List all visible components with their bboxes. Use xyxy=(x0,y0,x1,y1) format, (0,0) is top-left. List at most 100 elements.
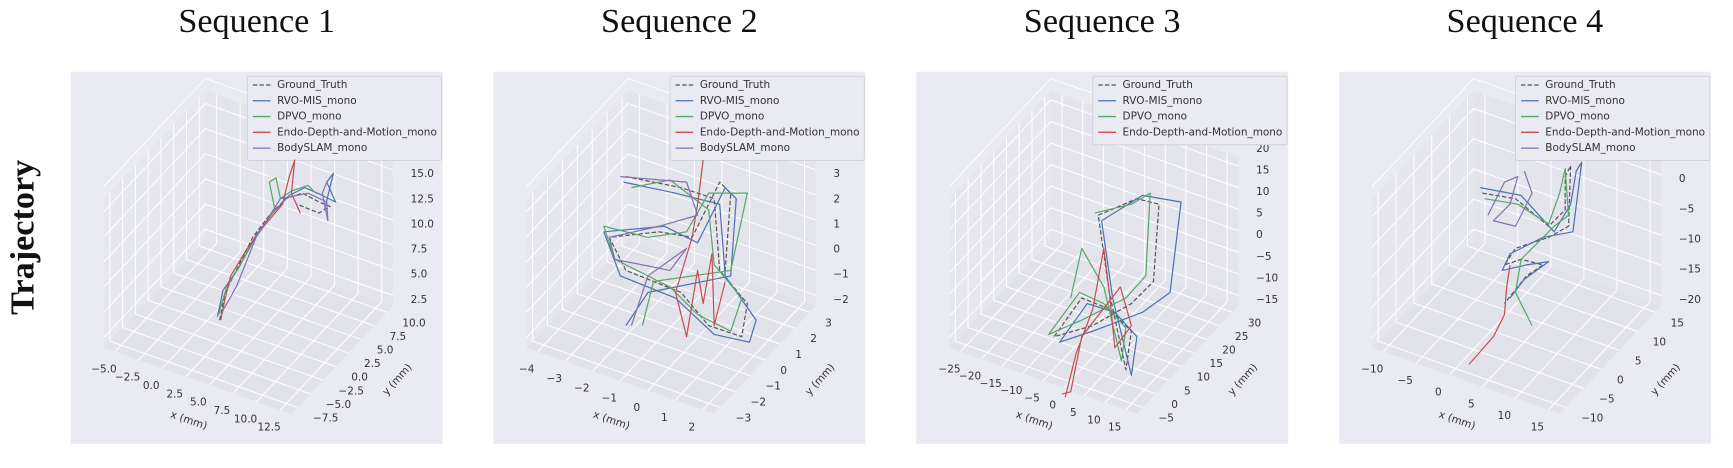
trajectory xyxy=(608,175,699,326)
trajectory xyxy=(1061,247,1133,398)
x-tick-label: −25 xyxy=(938,363,960,375)
y-tick-label: 25 xyxy=(1235,331,1248,343)
y-tick-label: 5 xyxy=(1635,355,1642,367)
z-tick-label: −20 xyxy=(1679,294,1701,306)
grid-line xyxy=(1125,152,1228,411)
x-tick-label: −5 xyxy=(1398,375,1413,387)
x-tick-label: −5.0 xyxy=(91,363,116,375)
z-tick-label: −1 xyxy=(833,269,848,281)
grid-line xyxy=(993,151,1182,368)
x-tick-label: 0 xyxy=(634,402,641,414)
x-tick-label: −1 xyxy=(602,392,617,404)
grid-line xyxy=(209,127,312,386)
y-tick-label: −2 xyxy=(751,397,766,409)
grid-line xyxy=(702,152,805,411)
x-tick-label: 2 xyxy=(689,422,696,434)
z-tick-label: 12.5 xyxy=(411,193,434,205)
z-tick-label: 0 xyxy=(833,244,840,256)
x-tick-label: −5 xyxy=(1024,392,1039,404)
grid-line xyxy=(576,144,766,361)
grid-line xyxy=(279,152,383,411)
y-tick-label: 0 xyxy=(1171,399,1178,411)
z-tick-label: −2 xyxy=(833,294,848,306)
z-tick-label: 5.0 xyxy=(411,269,428,281)
z-tick-label: 15.0 xyxy=(411,168,434,180)
grid-line xyxy=(948,228,1239,338)
z-tick-label: 15 xyxy=(1256,165,1269,177)
grid-line xyxy=(103,153,394,263)
grid-line xyxy=(147,151,336,368)
legend-box xyxy=(246,75,442,162)
y-tick-label: 0 xyxy=(1617,374,1624,386)
floor-pane xyxy=(1372,239,1662,414)
grid-line xyxy=(1001,109,1104,367)
grid-line xyxy=(1063,130,1166,389)
grid-line xyxy=(232,136,336,394)
grid-line xyxy=(564,104,668,362)
legend-label: BodySLAM_mono xyxy=(700,142,790,154)
grid-line xyxy=(1371,228,1662,338)
grid-line xyxy=(526,203,816,313)
y-tick-label: 1 xyxy=(795,349,802,361)
legend-label: DPVO_mono xyxy=(1123,111,1187,123)
grid-line xyxy=(1448,117,1552,376)
grid-line xyxy=(948,142,1239,252)
x-tick-label: −10 xyxy=(1000,385,1022,397)
grid-line xyxy=(526,153,816,263)
legend-label: Endo-Depth-and-Motion_mono xyxy=(277,126,437,138)
left-pane xyxy=(103,90,206,348)
grid-line xyxy=(948,120,1239,231)
grid-line xyxy=(1377,192,1566,408)
z-tick-label: 7.5 xyxy=(411,244,428,256)
x-tick-label: 15 xyxy=(1108,422,1121,434)
z-tick-label: −10 xyxy=(1256,272,1278,284)
y-tick-label: −3 xyxy=(736,412,751,424)
x-tick-label: −4 xyxy=(519,363,535,375)
z-tick-label: 10 xyxy=(1256,186,1269,198)
x-tick-label: 0.0 xyxy=(143,380,160,392)
trajectory xyxy=(218,177,317,315)
grid-line xyxy=(1104,145,1208,403)
grid-line xyxy=(1548,152,1651,411)
panel-title: Sequence 4 xyxy=(1447,3,1604,40)
legend-label: DPVO_mono xyxy=(277,111,341,123)
floor-pane xyxy=(103,239,393,414)
x-tick-label: 15 xyxy=(1531,422,1544,434)
trajectory xyxy=(1484,168,1570,326)
trajectory xyxy=(674,159,726,338)
x-tick-label: 7.5 xyxy=(214,405,231,417)
trajectory xyxy=(221,181,329,313)
panels: Sequence 1−5.0−2.50.02.55.07.510.012.5x … xyxy=(70,3,1711,444)
y-tick-label: 30 xyxy=(1248,317,1261,329)
legend-label: Ground_Truth xyxy=(1123,79,1193,91)
legend-label: Endo-Depth-and-Motion_mono xyxy=(1123,126,1283,138)
y-tick-label: 0.0 xyxy=(351,372,368,384)
y-tick-label: 10 xyxy=(1197,372,1210,384)
trajectories xyxy=(216,159,337,321)
grid-line xyxy=(185,110,375,327)
legend-label: DPVO_mono xyxy=(1545,111,1609,123)
x-tick-label: 5 xyxy=(1468,398,1475,410)
grid-line xyxy=(134,164,324,381)
x-tick-label: 10 xyxy=(1498,410,1511,422)
grid-line xyxy=(1382,94,1486,353)
grid-line xyxy=(1084,138,1187,396)
y-tick-label: 15 xyxy=(1210,358,1223,370)
y-tick-label: 5 xyxy=(1184,385,1191,397)
z-tick-label: −5 xyxy=(1679,203,1694,215)
grid-line xyxy=(591,128,781,345)
trajectory xyxy=(1482,164,1572,304)
legend-box xyxy=(669,75,865,162)
x-tick-label: −3 xyxy=(547,373,562,385)
y-tick-label: 0 xyxy=(780,365,787,377)
trajectory xyxy=(1487,170,1533,227)
legend-label: Endo-Depth-and-Motion_mono xyxy=(1545,126,1705,138)
trajectory xyxy=(1480,161,1583,299)
legend-box xyxy=(1092,75,1288,146)
legend-label: BodySLAM_mono xyxy=(277,142,367,154)
legend-label: RVO-MIS_mono xyxy=(277,95,357,107)
